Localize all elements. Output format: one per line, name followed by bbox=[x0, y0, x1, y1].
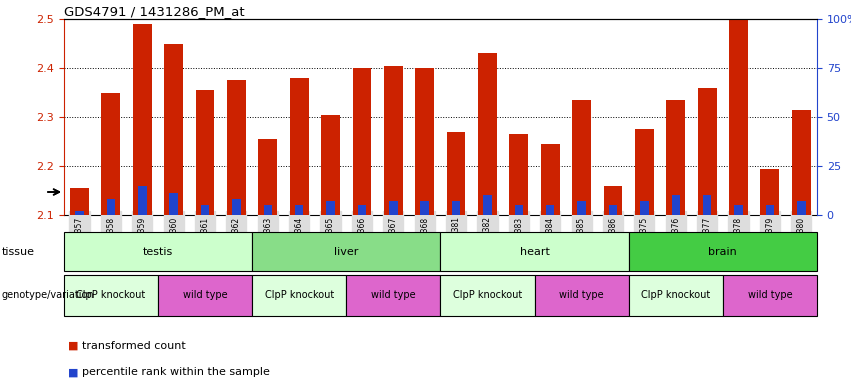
Text: ■: ■ bbox=[68, 367, 78, 377]
Bar bbox=[138, 185, 146, 215]
Bar bbox=[629, 275, 722, 316]
Bar bbox=[158, 275, 252, 316]
Bar bbox=[295, 205, 304, 215]
Bar bbox=[321, 115, 340, 215]
Bar bbox=[252, 232, 440, 271]
Bar bbox=[534, 275, 629, 316]
Bar bbox=[761, 169, 780, 215]
Text: wild type: wild type bbox=[183, 290, 227, 301]
Bar bbox=[440, 275, 534, 316]
Text: ClpP knockout: ClpP knockout bbox=[641, 290, 711, 301]
Text: wild type: wild type bbox=[559, 290, 604, 301]
Text: liver: liver bbox=[334, 247, 358, 257]
Text: transformed count: transformed count bbox=[82, 341, 186, 351]
Bar bbox=[797, 201, 806, 215]
Bar bbox=[201, 205, 209, 215]
Bar bbox=[70, 188, 89, 215]
Bar bbox=[252, 275, 346, 316]
Bar bbox=[326, 201, 334, 215]
Bar bbox=[671, 195, 680, 215]
Bar bbox=[289, 78, 309, 215]
Bar bbox=[452, 201, 460, 215]
Bar bbox=[698, 88, 717, 215]
Text: percentile rank within the sample: percentile rank within the sample bbox=[82, 367, 270, 377]
Bar bbox=[75, 211, 83, 215]
Bar bbox=[232, 199, 241, 215]
Bar bbox=[629, 232, 817, 271]
Text: tissue: tissue bbox=[2, 247, 35, 257]
Text: wild type: wild type bbox=[747, 290, 792, 301]
Bar bbox=[791, 110, 811, 215]
Bar bbox=[169, 194, 178, 215]
Bar bbox=[722, 275, 817, 316]
Text: brain: brain bbox=[708, 247, 737, 257]
Bar bbox=[133, 24, 151, 215]
Text: testis: testis bbox=[143, 247, 173, 257]
Bar bbox=[357, 205, 366, 215]
Bar bbox=[766, 205, 774, 215]
Text: ■: ■ bbox=[68, 341, 78, 351]
Bar bbox=[164, 44, 183, 215]
Bar bbox=[64, 232, 252, 271]
Bar bbox=[101, 93, 120, 215]
Bar bbox=[420, 201, 429, 215]
Text: ClpP knockout: ClpP knockout bbox=[453, 290, 522, 301]
Bar bbox=[734, 205, 743, 215]
Bar bbox=[546, 205, 555, 215]
Text: ClpP knockout: ClpP knockout bbox=[265, 290, 334, 301]
Bar bbox=[346, 275, 440, 316]
Bar bbox=[603, 185, 622, 215]
Bar bbox=[415, 68, 434, 215]
Bar bbox=[64, 275, 158, 316]
Bar bbox=[483, 195, 492, 215]
Bar bbox=[264, 205, 272, 215]
Bar bbox=[666, 100, 685, 215]
Bar bbox=[389, 201, 397, 215]
Bar bbox=[106, 199, 115, 215]
Bar bbox=[577, 201, 585, 215]
Bar bbox=[572, 100, 591, 215]
Bar bbox=[352, 68, 371, 215]
Bar bbox=[384, 66, 403, 215]
Bar bbox=[227, 80, 246, 215]
Bar bbox=[515, 205, 523, 215]
Bar bbox=[259, 139, 277, 215]
Bar bbox=[608, 205, 617, 215]
Text: ClpP knockout: ClpP knockout bbox=[77, 290, 146, 301]
Bar bbox=[540, 144, 560, 215]
Bar bbox=[478, 53, 497, 215]
Bar bbox=[640, 201, 648, 215]
Bar bbox=[729, 19, 748, 215]
Bar bbox=[510, 134, 528, 215]
Bar bbox=[703, 195, 711, 215]
Bar bbox=[196, 90, 214, 215]
Text: heart: heart bbox=[520, 247, 550, 257]
Text: genotype/variation: genotype/variation bbox=[2, 290, 94, 301]
Text: GDS4791 / 1431286_PM_at: GDS4791 / 1431286_PM_at bbox=[64, 5, 244, 18]
Bar bbox=[440, 232, 629, 271]
Bar bbox=[635, 129, 654, 215]
Bar bbox=[447, 132, 465, 215]
Text: wild type: wild type bbox=[371, 290, 415, 301]
